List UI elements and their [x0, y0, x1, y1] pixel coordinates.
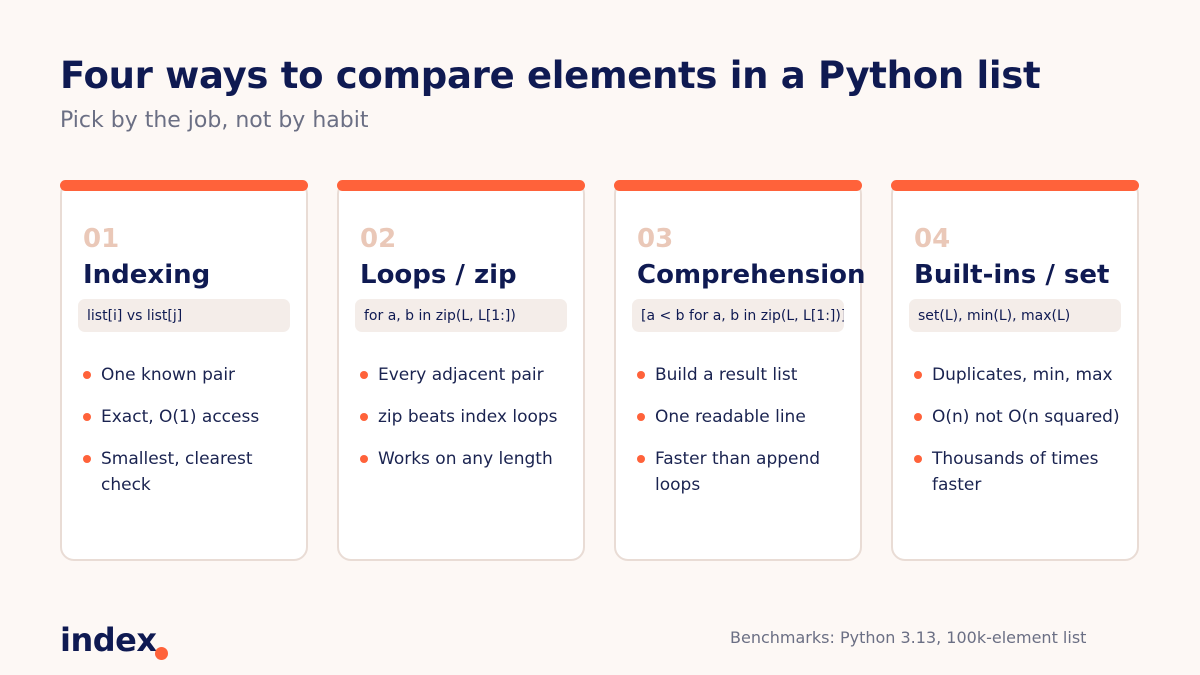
- bullet-item: Every adjacent pair: [360, 362, 571, 388]
- card-number: 03: [637, 224, 674, 254]
- card-accent-bar: [337, 180, 585, 191]
- bullet-item: Build a result list: [637, 362, 848, 388]
- bullet-text: Exact, O(1) access: [101, 407, 260, 427]
- card-accent-bar: [60, 180, 308, 191]
- bullet-item: Duplicates, min, max: [914, 362, 1125, 388]
- bullet-dot-icon: [637, 455, 645, 463]
- bullet-list: Duplicates, min, max O(n) not O(n square…: [914, 362, 1125, 514]
- bullet-item: Thousands of times faster: [914, 446, 1125, 498]
- bullet-dot-icon: [637, 413, 645, 421]
- bullet-dot-icon: [360, 455, 368, 463]
- card-number: 02: [360, 224, 397, 254]
- bullet-dot-icon: [360, 413, 368, 421]
- bullet-text: zip beats index loops: [378, 407, 558, 427]
- bullet-item: Works on any length: [360, 446, 571, 472]
- benchmark-note: Benchmarks: Python 3.13, 100k-element li…: [730, 628, 1087, 647]
- bullet-list: One known pair Exact, O(1) access Smalle…: [83, 362, 294, 514]
- card-number: 01: [83, 224, 120, 254]
- bullet-dot-icon: [914, 413, 922, 421]
- bullet-text: Faster than append loops: [655, 449, 821, 495]
- bullet-text: Every adjacent pair: [378, 365, 544, 385]
- bullet-text: One readable line: [655, 407, 806, 427]
- bullet-dot-icon: [83, 413, 91, 421]
- bullet-text: One known pair: [101, 365, 236, 385]
- page-subtitle: Pick by the job, not by habit: [60, 108, 369, 133]
- bullet-item: Exact, O(1) access: [83, 404, 294, 430]
- bullet-dot-icon: [914, 371, 922, 379]
- bullet-dot-icon: [637, 371, 645, 379]
- bullet-dot-icon: [83, 455, 91, 463]
- bullet-item: One known pair: [83, 362, 294, 388]
- code-snippet: list[i] vs list[j]: [78, 299, 290, 332]
- bullet-text: O(n) not O(n squared): [932, 407, 1120, 427]
- bullet-item: O(n) not O(n squared): [914, 404, 1125, 430]
- bullet-text: Duplicates, min, max: [932, 365, 1113, 385]
- bullet-text: Build a result list: [655, 365, 798, 385]
- card-title: Indexing: [83, 260, 211, 290]
- brand-logo: index: [60, 621, 157, 659]
- bullet-dot-icon: [83, 371, 91, 379]
- card-comprehension: 03 Comprehension [a < b for a, b in zip(…: [614, 180, 866, 561]
- bullet-text: Works on any length: [378, 449, 553, 469]
- page-title: Four ways to compare elements in a Pytho…: [60, 54, 1041, 97]
- logo-dot-icon: [155, 647, 168, 660]
- bullet-item: Faster than append loops: [637, 446, 848, 498]
- card-title: Comprehension: [637, 260, 866, 290]
- card-loops-zip: 02 Loops / zip for a, b in zip(L, L[1:])…: [337, 180, 585, 561]
- bullet-item: zip beats index loops: [360, 404, 571, 430]
- bullet-dot-icon: [914, 455, 922, 463]
- bullet-list: Every adjacent pair zip beats index loop…: [360, 362, 571, 488]
- card-title: Loops / zip: [360, 260, 517, 290]
- bullet-text: Smallest, clearest check: [101, 449, 253, 495]
- card-accent-bar: [614, 180, 862, 191]
- cards-row: 01 Indexing list[i] vs list[j] One known…: [60, 180, 1140, 561]
- bullet-dot-icon: [360, 371, 368, 379]
- code-snippet: for a, b in zip(L, L[1:]): [355, 299, 567, 332]
- card-builtins-set: 04 Built-ins / set set(L), min(L), max(L…: [891, 180, 1139, 561]
- card-indexing: 01 Indexing list[i] vs list[j] One known…: [60, 180, 308, 561]
- bullet-item: One readable line: [637, 404, 848, 430]
- card-title: Built-ins / set: [914, 260, 1110, 290]
- card-accent-bar: [891, 180, 1139, 191]
- bullet-item: Smallest, clearest check: [83, 446, 294, 498]
- code-snippet: [a < b for a, b in zip(L, L[1:])]: [632, 299, 844, 332]
- bullet-text: Thousands of times faster: [932, 449, 1099, 495]
- card-number: 04: [914, 224, 951, 254]
- bullet-list: Build a result list One readable line Fa…: [637, 362, 848, 514]
- code-snippet: set(L), min(L), max(L): [909, 299, 1121, 332]
